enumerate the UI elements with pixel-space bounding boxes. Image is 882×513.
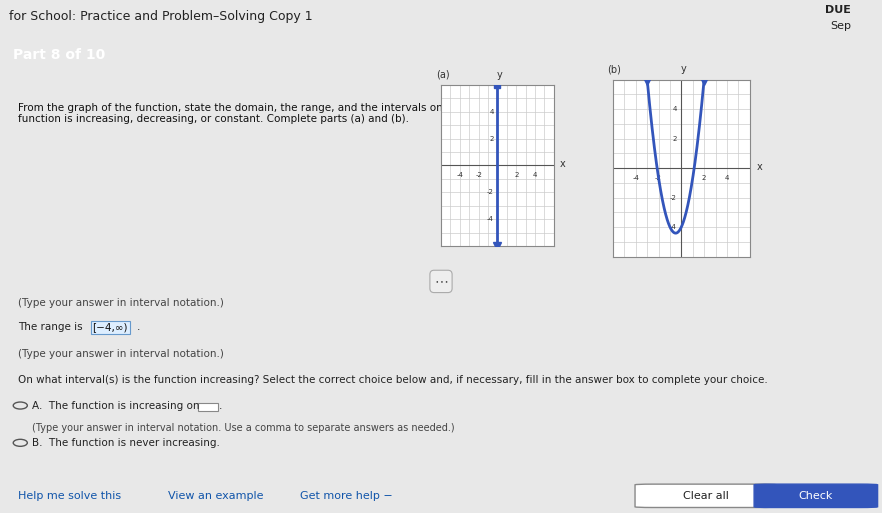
Text: (Type your answer in interval notation. Use a comma to separate answers as neede: (Type your answer in interval notation. … xyxy=(32,423,454,433)
Text: y: y xyxy=(681,64,686,74)
Text: (a): (a) xyxy=(437,70,450,80)
FancyBboxPatch shape xyxy=(635,484,776,507)
Text: x: x xyxy=(757,162,762,171)
Text: -4: -4 xyxy=(670,224,676,230)
Text: 4: 4 xyxy=(725,175,729,182)
Text: View an example: View an example xyxy=(168,491,263,501)
Text: (Type your answer in interval notation.): (Type your answer in interval notation.) xyxy=(18,348,223,359)
Text: Sep: Sep xyxy=(830,21,851,31)
Text: (Type your answer in interval notation.): (Type your answer in interval notation.) xyxy=(18,298,223,308)
Text: On what interval(s) is the function increasing? Select the correct choice below : On what interval(s) is the function incr… xyxy=(18,375,767,385)
Text: Clear all: Clear all xyxy=(683,491,729,501)
FancyBboxPatch shape xyxy=(754,484,878,507)
Text: DUE: DUE xyxy=(826,5,851,15)
Text: .: . xyxy=(219,401,222,411)
Text: Part 8 of 10: Part 8 of 10 xyxy=(13,48,106,62)
Text: 2: 2 xyxy=(702,175,706,182)
Text: [−4,∞): [−4,∞) xyxy=(93,322,128,332)
Text: Help me solve this: Help me solve this xyxy=(18,491,121,501)
Text: .: . xyxy=(137,322,140,332)
Text: -2: -2 xyxy=(670,194,676,201)
Text: -4: -4 xyxy=(456,172,463,178)
Text: (b): (b) xyxy=(608,64,621,74)
Text: Get more help −: Get more help − xyxy=(300,491,392,501)
Text: 4: 4 xyxy=(672,106,676,112)
Text: x: x xyxy=(559,159,565,169)
Text: B.  The function is never increasing.: B. The function is never increasing. xyxy=(32,439,220,448)
Text: -2: -2 xyxy=(655,175,662,182)
Bar xyxy=(198,403,218,411)
Text: -4: -4 xyxy=(487,216,494,222)
Text: A.  The function is increasing on: A. The function is increasing on xyxy=(32,401,199,411)
Text: Check: Check xyxy=(799,491,833,501)
Text: y: y xyxy=(497,70,502,80)
Text: for School: Practice and Problem–Solving Copy 1: for School: Practice and Problem–Solving… xyxy=(9,10,312,23)
Text: The range is: The range is xyxy=(18,322,86,332)
Text: 4: 4 xyxy=(533,172,537,178)
Text: 2: 2 xyxy=(672,135,676,142)
Text: 4: 4 xyxy=(490,109,494,114)
Text: ⋯: ⋯ xyxy=(434,274,448,288)
Text: -2: -2 xyxy=(475,172,482,178)
Text: -4: -4 xyxy=(632,175,639,182)
Text: 2: 2 xyxy=(490,135,494,142)
Text: 2: 2 xyxy=(514,172,519,178)
Text: From the graph of the function, state the domain, the range, and the intervals o: From the graph of the function, state th… xyxy=(18,103,497,125)
Text: -2: -2 xyxy=(487,189,494,195)
